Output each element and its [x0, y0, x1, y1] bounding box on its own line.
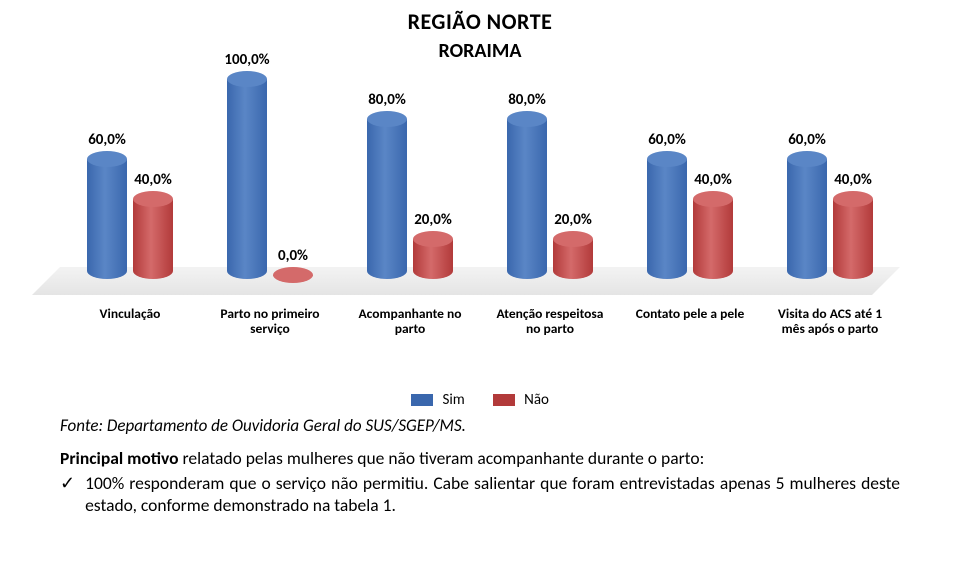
chart-title: RORAIMA [60, 39, 900, 63]
check-icon: ✓ [60, 473, 75, 495]
bar-value-label: 20,0% [373, 211, 493, 229]
legend-item-nao: Não [493, 391, 549, 409]
x-label: Atenção respeitosa no parto [491, 306, 609, 337]
paragraph-lead: Principal motivo [60, 447, 179, 469]
bullet-line: ✓ 100% responderam que o serviço não per… [60, 473, 900, 516]
bar-value-label: 0,0% [233, 247, 353, 265]
x-label: Contato pele a pele [631, 306, 749, 337]
x-label: Parto no primeiro serviço [211, 306, 329, 337]
x-axis-labels: Vinculação Parto no primeiro serviço Acomp… [60, 306, 900, 337]
bar-sim: 80,0% [367, 119, 407, 279]
bar-value-label: 80,0% [467, 91, 587, 109]
bar-value-label: 60,0% [607, 131, 727, 149]
bar-value-label: 100,0% [187, 51, 307, 69]
bar-group: 100,0%0,0% [211, 79, 329, 279]
bar-group: 80,0%20,0% [351, 119, 469, 279]
bar-value-label: 40,0% [793, 171, 913, 189]
legend-swatch-nao [493, 394, 515, 406]
legend: Sim Não [60, 391, 900, 409]
bar-nao: 40,0% [133, 199, 173, 279]
bar-nao: 0,0% [273, 275, 313, 279]
bar-value-label: 60,0% [747, 131, 867, 149]
bar-value-label: 40,0% [93, 171, 213, 189]
bar-nao: 20,0% [413, 239, 453, 279]
legend-swatch-sim [411, 394, 433, 406]
bar-group: 60,0%40,0% [631, 159, 749, 279]
source-caption: Fonte: Departamento de Ouvidoria Geral d… [60, 415, 900, 436]
x-label: Acompanhante no parto [351, 306, 469, 337]
page: REGIÃO NORTE RORAIMA 60,0%40,0%100,0%0,0… [0, 0, 960, 582]
bar-value-label: 20,0% [513, 211, 633, 229]
bar-value-label: 80,0% [327, 91, 447, 109]
x-label: Visita do ACS até 1 mês após o parto [771, 306, 889, 337]
legend-label-sim: Sim [442, 391, 464, 409]
bar-nao: 40,0% [833, 199, 873, 279]
paragraph-rest: relatado pelas mulheres que não tiveram … [179, 447, 705, 469]
bar-value-label: 40,0% [653, 171, 773, 189]
legend-item-sim: Sim [411, 391, 465, 409]
x-label: Vinculação [71, 306, 189, 337]
bar-group: 60,0%40,0% [771, 159, 889, 279]
legend-label-nao: Não [524, 391, 549, 409]
bar-nao: 20,0% [553, 239, 593, 279]
bar-chart: 60,0%40,0%100,0%0,0%80,0%20,0%80,0%20,0%… [60, 71, 900, 331]
page-title: REGIÃO NORTE [60, 8, 900, 35]
bar-groups: 60,0%40,0%100,0%0,0%80,0%20,0%80,0%20,0%… [60, 79, 900, 279]
bar-value-label: 60,0% [47, 131, 167, 149]
bullet-text: 100% responderam que o serviço não permi… [85, 473, 900, 516]
bar-group: 80,0%20,0% [491, 119, 609, 279]
bar-nao: 40,0% [693, 199, 733, 279]
bar-group: 60,0%40,0% [71, 159, 189, 279]
paragraph: Principal motivo relatado pelas mulheres… [60, 448, 900, 469]
bar-sim: 80,0% [507, 119, 547, 279]
